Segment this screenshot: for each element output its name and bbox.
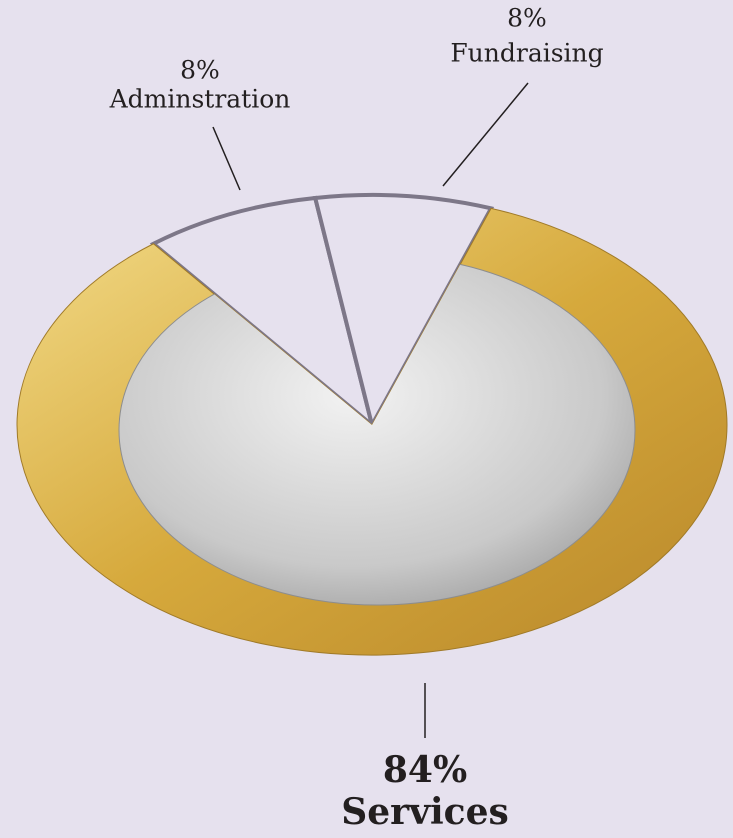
leader-line bbox=[212, 126, 241, 191]
category-label: Fundraising bbox=[450, 39, 603, 68]
category-label: Services bbox=[341, 791, 509, 833]
pie-slice bbox=[149, 195, 376, 431]
value-label: 8% bbox=[180, 56, 220, 85]
category-label: Adminstration bbox=[109, 85, 291, 114]
value-label: 84% bbox=[383, 749, 467, 791]
pie-slice bbox=[312, 193, 495, 431]
value-label: 8% bbox=[507, 4, 547, 33]
leader-line bbox=[442, 82, 529, 187]
